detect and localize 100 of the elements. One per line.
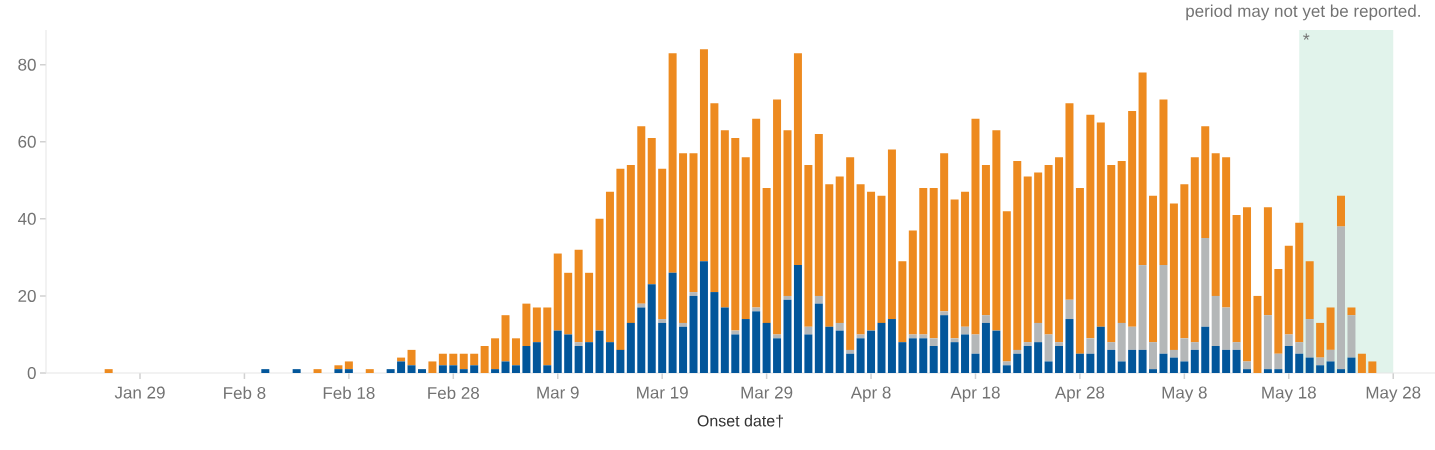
bar <box>1295 222 1304 343</box>
bar <box>1086 353 1095 373</box>
bar <box>1201 238 1210 327</box>
bar <box>940 315 949 373</box>
bar <box>950 338 959 343</box>
bar <box>961 334 970 373</box>
bar <box>1316 365 1325 373</box>
bar <box>699 49 708 262</box>
bar <box>814 303 823 373</box>
bar <box>940 311 949 316</box>
bar <box>407 365 416 373</box>
bar <box>1243 369 1252 373</box>
bar <box>574 342 583 347</box>
bar <box>1065 299 1074 320</box>
bar <box>1128 326 1137 350</box>
bar <box>752 118 761 308</box>
bar <box>647 137 656 285</box>
bar <box>626 164 635 323</box>
bar <box>553 253 562 331</box>
bar <box>856 338 865 373</box>
bar <box>1274 353 1283 370</box>
bar <box>491 338 500 370</box>
bar <box>1055 342 1064 347</box>
bar <box>814 134 823 296</box>
bar <box>1138 72 1147 266</box>
bar <box>752 311 761 373</box>
x-tick-label: Mar 19 <box>637 386 688 399</box>
bar <box>1263 207 1272 316</box>
bar <box>459 369 468 373</box>
bar <box>1274 369 1283 373</box>
bar <box>1180 184 1189 339</box>
x-tick-label: May 8 <box>1162 386 1207 402</box>
bar <box>104 369 113 373</box>
bar <box>1190 349 1199 373</box>
bar <box>334 369 343 373</box>
bar <box>344 369 353 373</box>
bar <box>1284 245 1293 335</box>
bar <box>1263 369 1272 373</box>
bar <box>647 284 656 373</box>
bar <box>908 230 917 335</box>
bar <box>1190 157 1199 343</box>
bar <box>574 346 583 373</box>
bar <box>605 191 614 343</box>
bar <box>1149 342 1158 370</box>
bar <box>940 153 949 312</box>
bar <box>929 338 938 347</box>
bar <box>658 319 667 323</box>
bar <box>773 334 782 339</box>
bar <box>616 168 625 350</box>
bar <box>1211 153 1220 296</box>
bar <box>867 191 876 331</box>
bar <box>292 369 301 373</box>
bar <box>877 322 886 373</box>
band-label: * <box>1303 33 1310 40</box>
bar <box>1086 114 1095 339</box>
y-tick-label: 60 <box>18 135 36 148</box>
bar <box>438 365 447 373</box>
x-tick-label: Apr 8 <box>850 386 891 402</box>
bar <box>1034 342 1043 373</box>
bar <box>804 334 813 373</box>
bar <box>543 307 552 366</box>
bar <box>1002 211 1011 362</box>
bar <box>1337 195 1346 227</box>
bar <box>532 307 541 343</box>
bar <box>1128 349 1137 373</box>
bar <box>1023 176 1032 343</box>
bar <box>1075 353 1084 373</box>
x-tick-label: Feb 18 <box>323 386 375 400</box>
bar <box>417 369 426 373</box>
bar <box>1107 164 1116 343</box>
bar <box>731 137 740 331</box>
bar <box>793 265 802 373</box>
y-tick-label: 40 <box>17 212 36 225</box>
bar <box>637 126 646 304</box>
bar <box>1222 349 1231 373</box>
bar <box>1347 315 1356 358</box>
bar <box>1044 164 1053 335</box>
bar <box>1002 361 1011 366</box>
bar <box>1326 361 1335 373</box>
bar <box>846 349 855 354</box>
bar <box>1169 357 1178 373</box>
bar <box>1065 319 1074 373</box>
bar <box>1149 369 1158 373</box>
bar <box>1013 353 1022 373</box>
bar <box>1169 349 1178 358</box>
bar <box>961 191 970 327</box>
bar <box>689 295 698 373</box>
bar <box>1222 157 1231 308</box>
bar <box>950 342 959 373</box>
bar <box>710 103 719 293</box>
bar <box>1326 307 1335 350</box>
bar <box>1347 307 1356 316</box>
bar <box>1013 349 1022 354</box>
bar <box>762 188 771 323</box>
bar <box>511 365 520 373</box>
bar <box>1180 361 1189 373</box>
bar <box>1096 122 1105 327</box>
bar <box>1023 342 1032 347</box>
bar <box>668 53 677 273</box>
bar <box>1034 322 1043 343</box>
